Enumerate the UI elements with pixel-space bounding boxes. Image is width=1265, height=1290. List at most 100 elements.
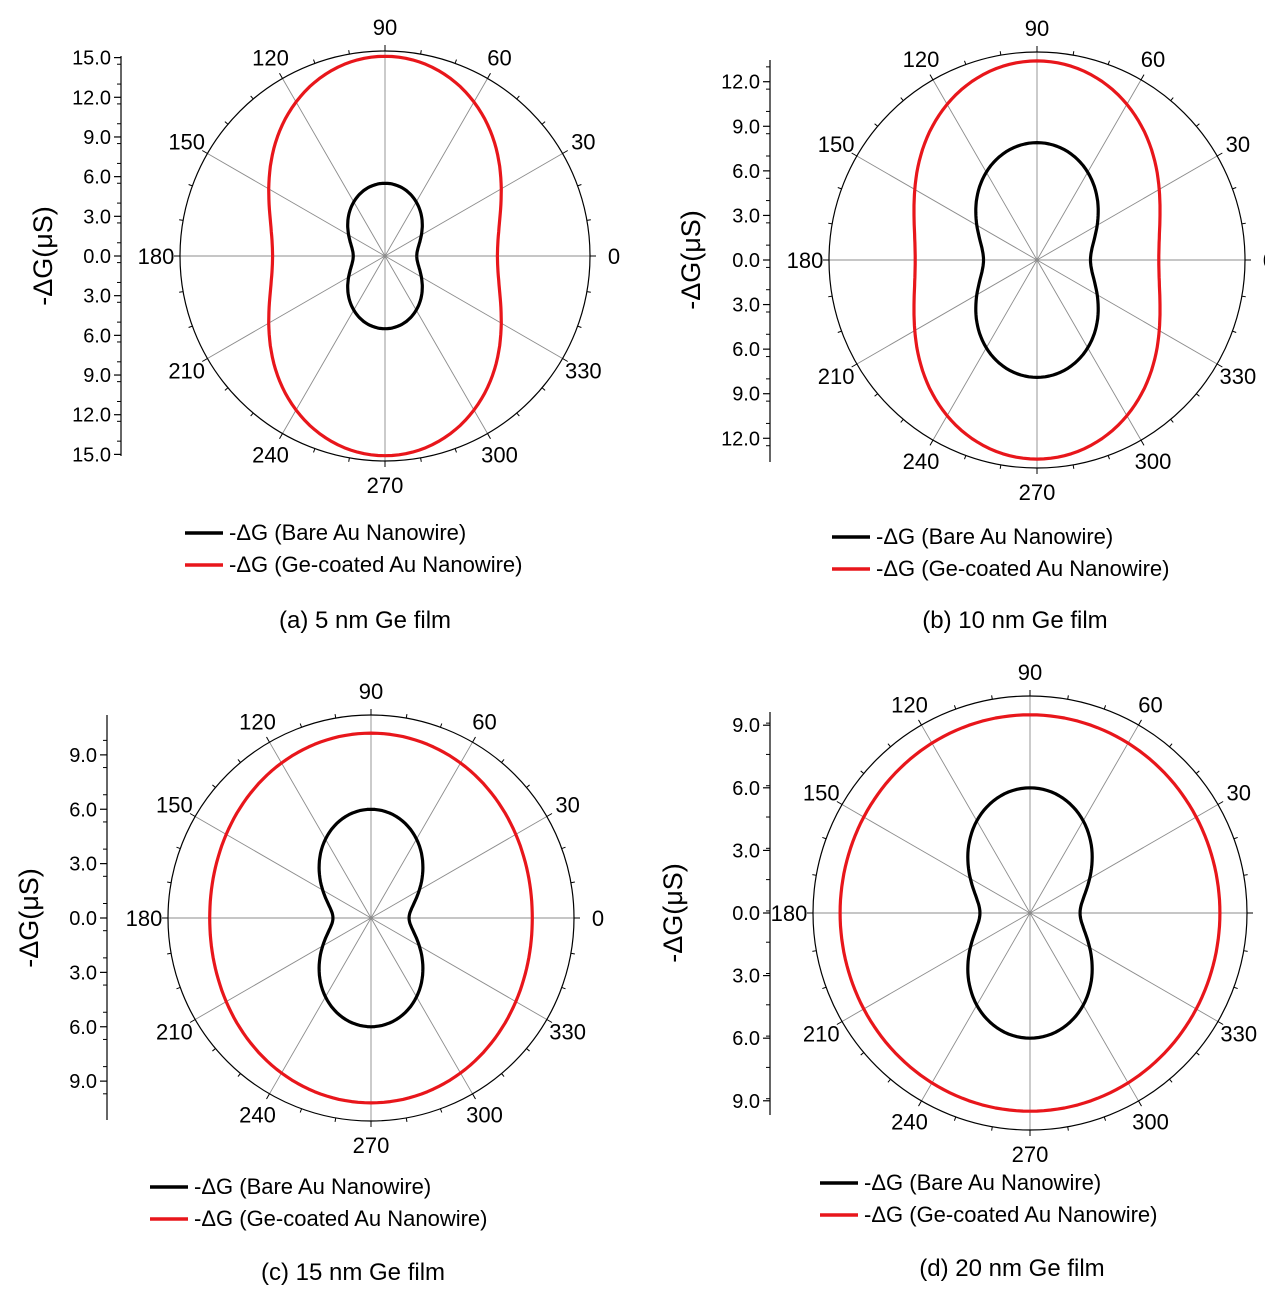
angle-tick (586, 219, 591, 221)
radial-tick-label: 3.0 (83, 206, 111, 228)
series-curve-bare (966, 786, 1094, 1040)
angle-tick (405, 714, 408, 719)
angle-label-210: 210 (803, 1022, 840, 1047)
angle-tick (1138, 1100, 1142, 1107)
angle-label-180: 180 (787, 248, 824, 273)
spoke-line (207, 255, 386, 359)
angle-label-180: 180 (138, 244, 175, 269)
angle-label-0: 0 (592, 906, 604, 931)
radial-tick-label: 9.0 (69, 745, 97, 767)
angle-label-180: 180 (771, 901, 808, 926)
legend-label-ge-coated: -ΔG (Ge-coated Au Nanowire) (229, 552, 522, 577)
radial-tick-label: 6.0 (732, 161, 760, 183)
angle-label-330: 330 (549, 1020, 586, 1045)
angle-tick (348, 50, 350, 55)
radial-tick-label: 3.0 (732, 966, 760, 988)
radial-tick-label: 12.0 (721, 428, 760, 450)
angle-tick (860, 1052, 865, 1056)
panel-caption: (b) 10 nm Ge film (922, 607, 1107, 634)
angle-label-270: 270 (353, 1133, 390, 1158)
angle-tick (541, 387, 546, 391)
radial-tick-label: 12.0 (72, 405, 111, 427)
spoke-line (1036, 259, 1142, 441)
radial-tick-label: 12.0 (721, 72, 760, 94)
angle-tick (266, 736, 270, 743)
angle-tick (189, 813, 196, 817)
radial-tick-label: 6.0 (69, 1017, 97, 1039)
angle-tick (1241, 295, 1246, 298)
polar-panel-d: 03060901201501802102402703003309.06.03.0… (658, 660, 1265, 1282)
angle-tick (822, 986, 827, 990)
angle-tick (526, 1048, 530, 1052)
angle-label-30: 30 (555, 793, 579, 818)
angle-label-60: 60 (1141, 47, 1165, 72)
series-curve-ge-coated (912, 59, 1162, 461)
angle-tick (454, 448, 457, 453)
angle-tick (953, 1116, 957, 1121)
series-curve-bare (974, 141, 1100, 379)
radial-tick-label: 3.0 (69, 962, 97, 984)
angle-label-90: 90 (1018, 660, 1042, 685)
radial-tick-label: 6.0 (732, 1028, 760, 1050)
angle-tick (999, 464, 1002, 469)
spoke-line (921, 724, 1031, 914)
angle-tick (1170, 97, 1174, 101)
angle-tick (887, 1078, 891, 1083)
angle-tick (991, 1126, 993, 1131)
series-curve-bare (317, 807, 425, 1029)
angle-tick (279, 433, 283, 439)
polar-panel-b: 0 30 60 90 120 150 180 210 240 270 300 330 12.0 9.0 6.… (676, 16, 1265, 634)
angle-tick (900, 97, 904, 101)
angle-tick (1195, 770, 1200, 774)
angle-tick (334, 714, 337, 719)
angle-tick (1072, 464, 1075, 469)
radial-tick-label: 6.0 (83, 325, 111, 347)
angle-label-150: 150 (168, 130, 205, 155)
spoke-line (1029, 912, 1219, 1022)
angle-tick (1072, 51, 1075, 56)
angle-tick (250, 412, 254, 417)
y-axis-label: -ΔG(μS) (676, 210, 706, 310)
legend-label-ge-coated: -ΔG (Ge-coated Au Nanowire) (194, 1206, 487, 1231)
y-axis-label: -ΔG(μS) (28, 206, 58, 306)
angle-label-120: 120 (903, 47, 940, 72)
angle-tick (439, 1108, 443, 1113)
series-curve-ge-coated (208, 731, 534, 1105)
angle-label-30: 30 (1226, 132, 1250, 157)
angle-tick (202, 150, 208, 154)
angle-label-90: 90 (373, 15, 397, 40)
angle-label-330: 330 (565, 359, 602, 384)
spoke-line (384, 255, 563, 359)
angle-tick (472, 1093, 476, 1100)
angle-label-270: 270 (1012, 1142, 1049, 1167)
angle-tick (561, 846, 566, 850)
angle-label-150: 150 (803, 781, 840, 806)
angle-tick (501, 1073, 505, 1077)
angle-tick (176, 986, 181, 990)
radial-tick-label: 9.0 (732, 384, 760, 406)
angle-tick (454, 59, 457, 64)
spoke-line (370, 741, 473, 919)
angle-label-60: 60 (1138, 692, 1162, 717)
angle-tick (224, 387, 229, 391)
legend-label-ge-coated: -ΔG (Ge-coated Au Nanowire) (864, 1202, 1157, 1227)
angle-label-210: 210 (168, 359, 205, 384)
angle-label-270: 270 (1019, 480, 1056, 505)
spoke-line (370, 816, 548, 919)
angle-tick (179, 291, 184, 293)
spoke-line (384, 255, 488, 434)
angle-label-300: 300 (466, 1103, 503, 1128)
panel-caption: (c) 15 nm Ge film (261, 1259, 445, 1286)
angle-tick (1233, 986, 1238, 990)
spoke-line (1029, 804, 1219, 914)
spoke-line (384, 78, 488, 257)
angle-tick (812, 950, 817, 952)
angle-tick (1140, 439, 1145, 446)
angle-tick (822, 836, 827, 840)
radial-tick-label: 9.0 (83, 365, 111, 387)
polar-panel-a: 0 30 60 90 120 150 180 210 240 270 300 330 15.0 12.0 9… (28, 15, 620, 634)
angle-tick (918, 719, 922, 726)
radial-tick-label: 6.0 (732, 339, 760, 361)
angle-label-300: 300 (1135, 449, 1172, 474)
spoke-line (932, 259, 1038, 441)
